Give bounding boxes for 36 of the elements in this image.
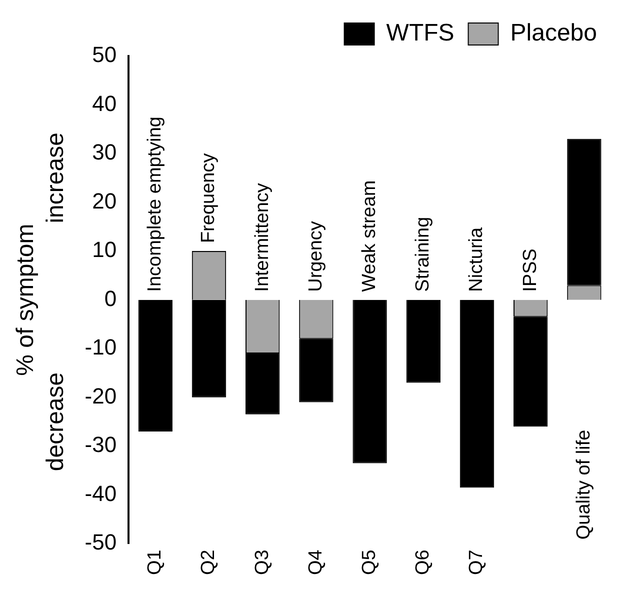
- text: decrease: [42, 372, 70, 472]
- y-tick-label: -40: [84, 480, 117, 506]
- y-tick-label: 0: [104, 286, 117, 311]
- bar: [352, 300, 387, 464]
- legend-label: Placebo: [510, 20, 598, 47]
- x-tick-label: Q3: [252, 550, 273, 576]
- y-tick-label: -50: [84, 530, 117, 555]
- x-tick-label: Q6: [412, 550, 434, 576]
- annotation: Straining: [412, 216, 434, 292]
- bar: [138, 300, 172, 432]
- y-tick-label: 10: [92, 237, 117, 262]
- bar: [460, 300, 494, 488]
- text: increase: [42, 132, 70, 224]
- y-tick-label: 40: [92, 90, 117, 116]
- y-tick-label: 20: [92, 188, 117, 214]
- x-tick-label: Q5: [359, 550, 380, 576]
- legend-label: WTFS: [386, 20, 454, 47]
- annotation: Urgency: [305, 220, 326, 292]
- annotation: IPSS: [520, 248, 541, 292]
- y-tick-label: 30: [92, 140, 117, 165]
- annotation: Quality of life: [573, 430, 594, 540]
- annotation: Incomplete emptying: [144, 116, 166, 292]
- x-tick-label: Q2: [198, 550, 220, 576]
- y-tick-label: 50: [92, 42, 117, 68]
- x-tick-label: Q1: [144, 550, 166, 576]
- annotation: Frequency: [198, 152, 220, 244]
- x-tick-label: Q4: [305, 549, 326, 576]
- annotation: Nicturia: [466, 226, 488, 292]
- y-axis-title: % of symptom: [12, 224, 40, 376]
- annotation: Intermittency: [252, 182, 273, 292]
- y-tick-label: -30: [84, 432, 117, 458]
- x-tick-label: Q7: [466, 550, 488, 576]
- annotation: Weak stream: [359, 180, 380, 292]
- y-tick-label: -10: [84, 334, 117, 360]
- bar: [406, 300, 440, 383]
- y-tick-label: -20: [84, 383, 117, 408]
